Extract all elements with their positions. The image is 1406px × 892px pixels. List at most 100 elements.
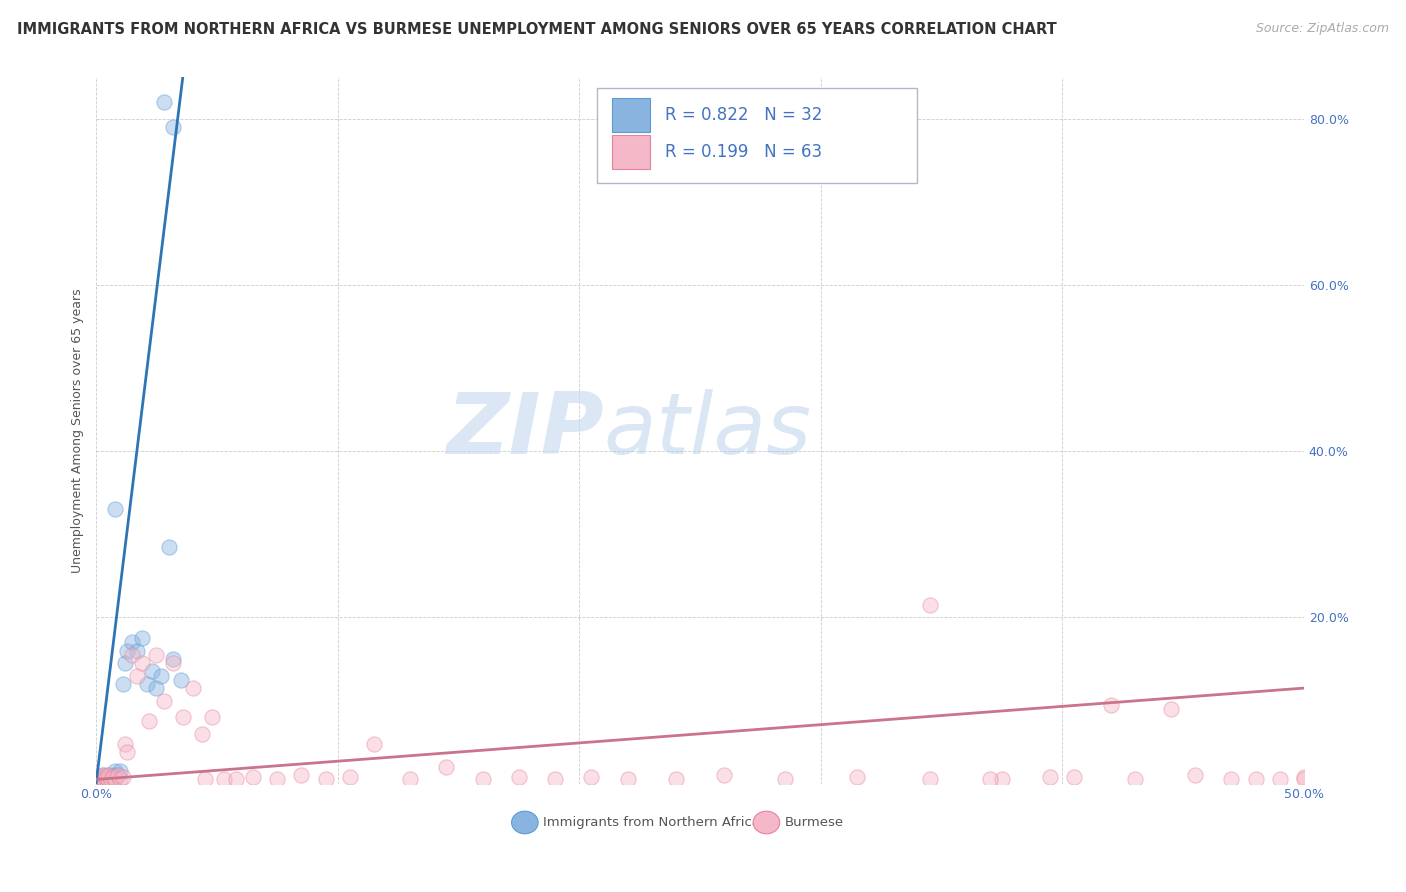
- Point: [266, 772, 288, 787]
- Text: IMMIGRANTS FROM NORTHERN AFRICA VS BURMESE UNEMPLOYMENT AMONG SENIORS OVER 65 YE: IMMIGRANTS FROM NORTHERN AFRICA VS BURME…: [17, 22, 1057, 37]
- Point: [315, 772, 337, 787]
- Point: [101, 768, 124, 782]
- Text: Immigrants from Northern Africa: Immigrants from Northern Africa: [543, 816, 761, 829]
- Point: [157, 540, 180, 554]
- Point: [991, 772, 1014, 787]
- Point: [90, 772, 112, 787]
- Point: [242, 770, 264, 784]
- Point: [773, 772, 796, 787]
- Point: [665, 772, 688, 787]
- Point: [616, 772, 638, 787]
- Point: [91, 768, 114, 782]
- Point: [108, 764, 131, 779]
- Point: [471, 772, 494, 787]
- Point: [138, 714, 160, 729]
- Point: [91, 772, 114, 787]
- Point: [90, 772, 112, 787]
- Text: Source: ZipAtlas.com: Source: ZipAtlas.com: [1256, 22, 1389, 36]
- Point: [979, 772, 1001, 787]
- Y-axis label: Unemployment Among Seniors over 65 years: Unemployment Among Seniors over 65 years: [72, 288, 84, 573]
- Point: [169, 673, 191, 687]
- Point: [114, 737, 136, 751]
- Point: [1292, 772, 1315, 787]
- Point: [339, 770, 361, 784]
- Point: [87, 772, 110, 787]
- Point: [581, 770, 603, 784]
- Point: [212, 772, 235, 787]
- Point: [114, 656, 136, 670]
- Point: [1063, 770, 1085, 784]
- Point: [152, 693, 174, 707]
- Point: [145, 681, 167, 695]
- Ellipse shape: [754, 811, 780, 834]
- Point: [127, 668, 149, 682]
- Point: [101, 772, 124, 787]
- Text: ZIP: ZIP: [446, 389, 603, 472]
- Point: [111, 770, 134, 784]
- Point: [1268, 772, 1291, 787]
- Point: [191, 727, 214, 741]
- Point: [225, 772, 247, 787]
- Point: [97, 768, 120, 782]
- Point: [1292, 770, 1315, 784]
- Point: [107, 768, 129, 782]
- Point: [107, 768, 129, 782]
- Point: [121, 635, 143, 649]
- Point: [1039, 770, 1062, 784]
- Point: [1099, 698, 1122, 712]
- Point: [713, 768, 735, 782]
- Text: Burmese: Burmese: [785, 816, 844, 829]
- Point: [145, 648, 167, 662]
- Text: R = 0.199   N = 63: R = 0.199 N = 63: [665, 143, 823, 161]
- Point: [1220, 772, 1243, 787]
- Point: [544, 772, 567, 787]
- Text: R = 0.822   N = 32: R = 0.822 N = 32: [665, 106, 823, 124]
- Point: [1160, 702, 1182, 716]
- FancyBboxPatch shape: [612, 135, 651, 169]
- Point: [121, 648, 143, 662]
- Point: [399, 772, 422, 787]
- Point: [194, 772, 217, 787]
- Point: [108, 772, 131, 787]
- Point: [150, 668, 173, 682]
- Point: [94, 772, 117, 787]
- Point: [87, 772, 110, 787]
- Point: [97, 772, 120, 787]
- Point: [94, 772, 117, 787]
- Ellipse shape: [512, 811, 538, 834]
- Point: [162, 656, 184, 670]
- Point: [363, 737, 385, 751]
- Point: [127, 643, 149, 657]
- Point: [135, 677, 157, 691]
- Point: [131, 632, 153, 646]
- Point: [90, 770, 112, 784]
- Point: [172, 710, 194, 724]
- Point: [97, 772, 120, 787]
- Point: [100, 772, 122, 787]
- Point: [90, 770, 112, 784]
- Point: [111, 677, 134, 691]
- Point: [290, 768, 312, 782]
- Point: [162, 120, 184, 135]
- FancyBboxPatch shape: [612, 98, 651, 132]
- Point: [91, 768, 114, 782]
- Point: [97, 768, 120, 782]
- Point: [104, 502, 127, 516]
- Point: [100, 770, 122, 784]
- Point: [918, 598, 941, 612]
- Point: [152, 95, 174, 110]
- Point: [100, 772, 122, 787]
- Point: [117, 643, 139, 657]
- Point: [181, 681, 204, 695]
- Point: [101, 770, 124, 784]
- Point: [91, 772, 114, 787]
- Point: [846, 770, 869, 784]
- Point: [1123, 772, 1146, 787]
- Point: [104, 772, 127, 787]
- Point: [117, 745, 139, 759]
- Point: [434, 760, 457, 774]
- Point: [104, 764, 127, 779]
- Point: [94, 770, 117, 784]
- Text: atlas: atlas: [603, 389, 811, 472]
- Point: [201, 710, 224, 724]
